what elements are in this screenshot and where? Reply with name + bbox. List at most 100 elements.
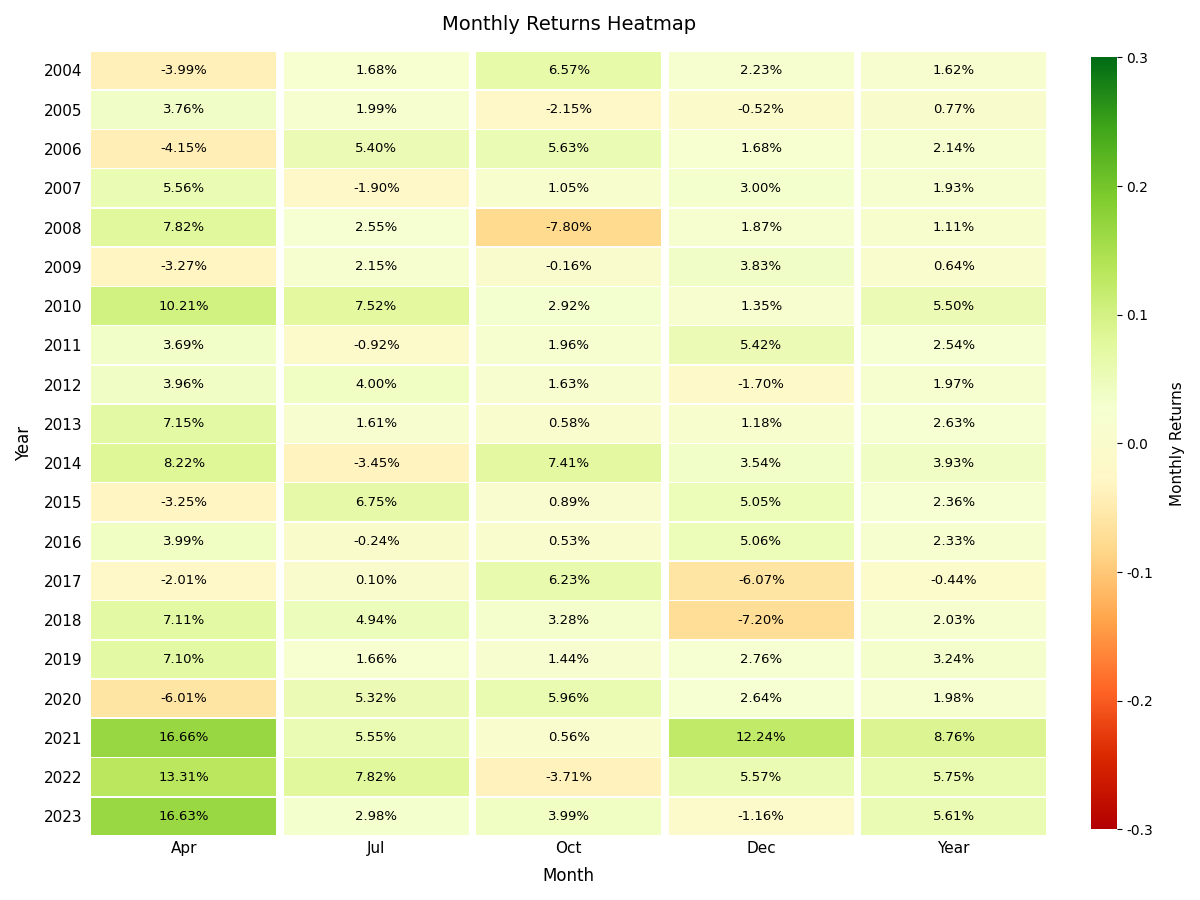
Text: 1.62%: 1.62% [932,64,974,77]
FancyBboxPatch shape [284,130,469,167]
FancyBboxPatch shape [284,209,469,247]
FancyBboxPatch shape [476,91,661,129]
Text: 2.76%: 2.76% [740,652,782,666]
FancyBboxPatch shape [284,759,469,796]
Text: 1.98%: 1.98% [932,692,974,705]
Text: 2.92%: 2.92% [547,300,590,312]
Text: 3.99%: 3.99% [163,536,205,548]
Text: 1.99%: 1.99% [355,104,397,116]
FancyBboxPatch shape [284,169,469,207]
Text: -1.90%: -1.90% [353,182,400,194]
FancyBboxPatch shape [284,719,469,757]
Text: 2.55%: 2.55% [355,221,397,234]
Text: -6.07%: -6.07% [738,574,785,588]
FancyBboxPatch shape [668,562,853,599]
Text: 1.68%: 1.68% [355,64,397,77]
FancyBboxPatch shape [91,209,276,247]
Text: 6.57%: 6.57% [547,64,590,77]
Text: -3.99%: -3.99% [161,64,208,77]
FancyBboxPatch shape [91,523,276,561]
FancyBboxPatch shape [476,759,661,796]
Text: 7.82%: 7.82% [163,221,205,234]
Text: 1.35%: 1.35% [740,300,782,312]
Text: 10.21%: 10.21% [158,300,209,312]
Text: 5.56%: 5.56% [163,182,205,194]
Y-axis label: Year: Year [14,426,32,461]
FancyBboxPatch shape [476,641,661,679]
Text: 1.66%: 1.66% [355,652,397,666]
FancyBboxPatch shape [668,483,853,521]
Text: 3.96%: 3.96% [163,378,205,391]
FancyBboxPatch shape [284,91,469,129]
FancyBboxPatch shape [476,601,661,639]
Text: 2.98%: 2.98% [355,810,397,823]
Text: 1.18%: 1.18% [740,418,782,430]
Text: 0.64%: 0.64% [932,260,974,274]
FancyBboxPatch shape [91,405,276,443]
FancyBboxPatch shape [284,601,469,639]
FancyBboxPatch shape [862,51,1046,89]
FancyBboxPatch shape [91,365,276,403]
FancyBboxPatch shape [284,445,469,482]
Text: 6.23%: 6.23% [547,574,590,588]
FancyBboxPatch shape [862,719,1046,757]
Text: -3.25%: -3.25% [161,496,208,508]
Text: 7.52%: 7.52% [355,300,397,312]
Text: 1.44%: 1.44% [547,652,589,666]
Text: 5.42%: 5.42% [740,338,782,352]
FancyBboxPatch shape [862,445,1046,482]
FancyBboxPatch shape [476,248,661,285]
FancyBboxPatch shape [476,365,661,403]
FancyBboxPatch shape [91,680,276,717]
FancyBboxPatch shape [862,405,1046,443]
FancyBboxPatch shape [91,641,276,679]
Text: -0.92%: -0.92% [353,338,400,352]
FancyBboxPatch shape [284,51,469,89]
Text: -0.44%: -0.44% [930,574,977,588]
FancyBboxPatch shape [284,680,469,717]
FancyBboxPatch shape [862,562,1046,599]
Text: -4.15%: -4.15% [161,142,208,156]
FancyBboxPatch shape [668,719,853,757]
FancyBboxPatch shape [91,51,276,89]
Text: 1.93%: 1.93% [932,182,974,194]
FancyBboxPatch shape [668,327,853,364]
FancyBboxPatch shape [476,130,661,167]
FancyBboxPatch shape [862,91,1046,129]
FancyBboxPatch shape [476,680,661,717]
Text: 8.22%: 8.22% [163,456,205,470]
FancyBboxPatch shape [862,287,1046,325]
Text: 5.57%: 5.57% [740,770,782,784]
FancyBboxPatch shape [284,797,469,835]
FancyBboxPatch shape [476,562,661,599]
Text: -3.27%: -3.27% [161,260,208,274]
FancyBboxPatch shape [476,719,661,757]
FancyBboxPatch shape [668,759,853,796]
FancyBboxPatch shape [284,483,469,521]
FancyBboxPatch shape [862,523,1046,561]
Text: 3.93%: 3.93% [932,456,974,470]
FancyBboxPatch shape [476,797,661,835]
Text: 7.41%: 7.41% [547,456,590,470]
Text: 4.94%: 4.94% [355,614,397,626]
FancyBboxPatch shape [91,445,276,482]
FancyBboxPatch shape [862,365,1046,403]
FancyBboxPatch shape [668,287,853,325]
Text: 7.82%: 7.82% [355,770,397,784]
Text: 0.58%: 0.58% [547,418,589,430]
FancyBboxPatch shape [476,209,661,247]
FancyBboxPatch shape [476,327,661,364]
Text: 8.76%: 8.76% [932,732,974,744]
FancyBboxPatch shape [862,759,1046,796]
FancyBboxPatch shape [668,601,853,639]
FancyBboxPatch shape [668,680,853,717]
Text: 16.66%: 16.66% [158,732,209,744]
FancyBboxPatch shape [668,209,853,247]
FancyBboxPatch shape [668,130,853,167]
Text: 0.53%: 0.53% [547,536,590,548]
Text: -0.52%: -0.52% [738,104,785,116]
Text: -2.15%: -2.15% [545,104,593,116]
Text: -7.20%: -7.20% [738,614,785,626]
Text: 6.75%: 6.75% [355,496,397,508]
FancyBboxPatch shape [862,209,1046,247]
